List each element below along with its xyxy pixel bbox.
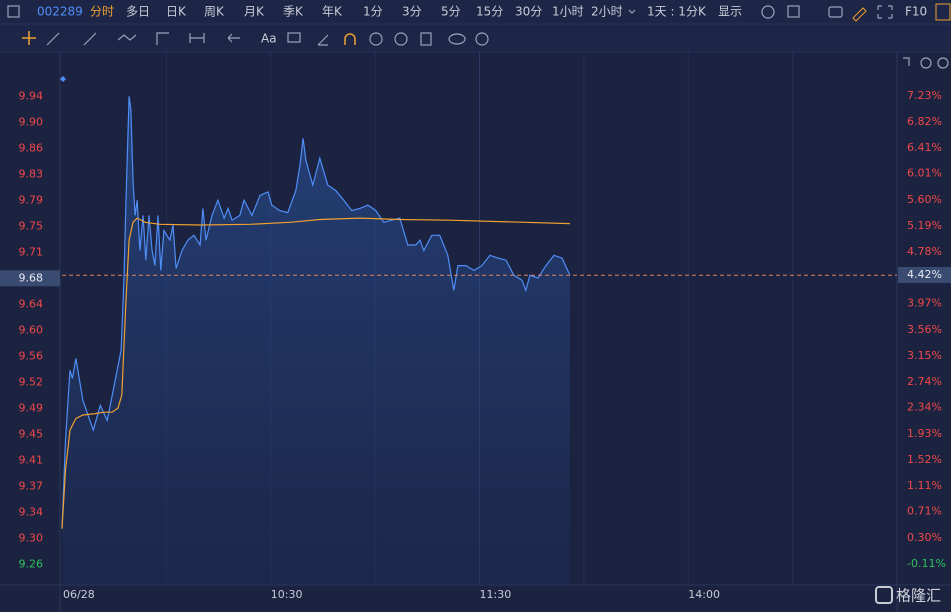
y2-tick-label: 4.42% <box>907 268 942 281</box>
zoom-in[interactable] <box>937 57 949 69</box>
y2-tick-label: 0.30% <box>907 531 942 544</box>
delete-tool[interactable] <box>420 32 432 46</box>
draw-tools[interactable] <box>189 33 240 43</box>
f10-button[interactable]: F10 <box>905 5 927 19</box>
y2-tick-label: 5.19% <box>907 219 942 232</box>
toolbar-bg <box>0 0 951 52</box>
y-tick-label: 9.56 <box>19 349 44 362</box>
camera-icon[interactable] <box>828 6 843 18</box>
layout-icon[interactable] <box>787 5 800 18</box>
watermark: 格隆汇 <box>875 586 941 605</box>
y2-tick-label: 4.78% <box>907 245 942 258</box>
link-tool[interactable] <box>448 33 466 45</box>
angle-tool[interactable] <box>317 34 329 46</box>
y-tick-label: 9.71 <box>19 245 44 258</box>
y2-tick-label: 1.11% <box>907 479 942 492</box>
fullscreen-icon[interactable] <box>877 5 893 19</box>
draw-tools[interactable] <box>46 32 169 46</box>
series-line <box>61 96 571 529</box>
x-tick-label: 14:00 <box>688 588 720 601</box>
current-price-box <box>0 270 60 287</box>
y-tick-label: 9.90 <box>19 115 44 128</box>
period-tab[interactable]: 日K <box>166 5 187 19</box>
y-tick-label: 9.30 <box>19 531 44 544</box>
y-tick-label: 9.75 <box>19 219 44 232</box>
y2-tick-label: 6.01% <box>907 167 942 180</box>
y-tick-label: 9.34 <box>19 505 44 518</box>
y-tick-label: 9.83 <box>19 167 44 180</box>
y2-tick-label: -0.11% <box>907 557 946 570</box>
watermark-text: 格隆汇 <box>896 587 941 605</box>
y2-tick-label: 1.93% <box>907 427 942 440</box>
y-tick-label: 9.45 <box>19 427 44 440</box>
y2-tick-label: 3.15% <box>907 349 942 362</box>
y-tick-label: 9.68 <box>19 271 44 284</box>
y2-tick-label: 3.56% <box>907 323 942 336</box>
period-tab[interactable]: 1分 <box>363 5 383 19</box>
y2-tick-label: 6.82% <box>907 115 942 128</box>
x-tick-label: 11:30 <box>480 588 512 601</box>
y-tick-label: 9.26 <box>19 557 44 570</box>
y2-tick-label: 2.74% <box>907 375 942 388</box>
y2-tick-label: 7.23% <box>907 89 942 102</box>
period-tab[interactable]: 月K <box>244 5 265 19</box>
y2-tick-label: 2.34% <box>907 401 942 414</box>
tool-settings[interactable] <box>475 32 489 46</box>
period-tab[interactable]: 2小时 <box>591 5 623 19</box>
marker <box>60 76 66 82</box>
y2-tick-label: 6.41% <box>907 141 942 154</box>
current-pct-box <box>898 267 951 284</box>
lock-tool[interactable] <box>369 32 383 46</box>
period-tab[interactable]: 30分 <box>515 5 542 19</box>
note-tool[interactable] <box>287 32 301 43</box>
reset-icon[interactable] <box>903 57 910 66</box>
period-tab[interactable]: 15分 <box>476 5 503 19</box>
panel-toggle[interactable] <box>7 5 20 18</box>
period-tab[interactable]: 分时 <box>90 5 114 19</box>
dropdown-icon[interactable] <box>628 9 636 14</box>
period-tab[interactable]: 3分 <box>402 5 422 19</box>
y-tick-label: 9.49 <box>19 401 44 414</box>
display-menu[interactable]: 显示 <box>718 5 742 19</box>
settings-icon[interactable] <box>761 5 775 19</box>
x-tick-label: 06/28 <box>63 588 95 601</box>
watermark-logo <box>875 586 893 604</box>
text-tool[interactable]: Aa <box>261 32 277 46</box>
y2-tick-label: 1.52% <box>907 453 942 466</box>
y-tick-label: 9.79 <box>19 193 44 206</box>
y-tick-label: 9.60 <box>19 323 44 336</box>
y-tick-label: 9.94 <box>19 89 44 102</box>
period-tab[interactable]: 周K <box>204 5 225 19</box>
x-tick-label: 10:30 <box>271 588 303 601</box>
y2-tick-label: 3.97% <box>907 297 942 310</box>
price-area <box>62 96 570 586</box>
period-tab[interactable]: 1小时 <box>552 5 584 19</box>
side-toggle[interactable] <box>935 3 951 21</box>
cross-tool[interactable] <box>22 31 36 45</box>
y-tick-label: 9.41 <box>19 453 44 466</box>
period-tab[interactable]: 5分 <box>441 5 461 19</box>
y-tick-label: 9.52 <box>19 375 44 388</box>
hide-tool[interactable] <box>394 32 408 46</box>
y-tick-label: 9.64 <box>19 297 44 310</box>
series-line <box>61 217 571 529</box>
period-tab[interactable]: 季K <box>283 5 304 19</box>
y-tick-label: 9.86 <box>19 141 44 154</box>
stock-code[interactable]: 002289 <box>37 5 83 19</box>
y2-tick-label: 0.71% <box>907 505 942 518</box>
magnet-tool[interactable] <box>344 33 356 45</box>
y2-tick-label: 5.60% <box>907 193 942 206</box>
zoom-out[interactable] <box>920 57 932 69</box>
period-menu[interactable]: 1天 : 1分K <box>647 5 707 19</box>
period-tab[interactable]: 年K <box>322 5 343 19</box>
pen-icon[interactable] <box>852 7 867 22</box>
y-tick-label: 9.37 <box>19 479 44 492</box>
period-tab[interactable]: 多日 <box>126 5 150 19</box>
